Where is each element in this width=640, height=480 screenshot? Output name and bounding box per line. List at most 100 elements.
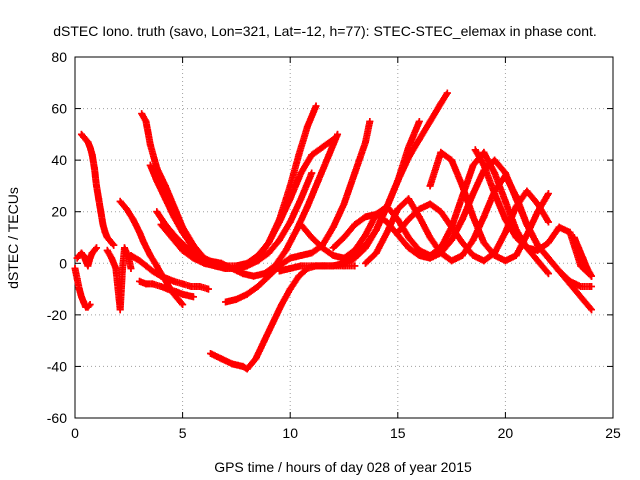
data-point bbox=[232, 264, 240, 272]
data-point bbox=[448, 236, 456, 244]
data-series-group bbox=[71, 89, 595, 373]
data-point bbox=[383, 228, 391, 236]
data-point bbox=[136, 257, 144, 265]
x-tick-label: 25 bbox=[605, 425, 621, 441]
data-point bbox=[405, 234, 413, 241]
data-point bbox=[314, 177, 322, 185]
data-point bbox=[570, 234, 578, 241]
data-point bbox=[415, 136, 423, 144]
data-point bbox=[437, 99, 445, 107]
data-point bbox=[86, 301, 94, 309]
data-point bbox=[318, 143, 326, 151]
data-point bbox=[179, 280, 187, 288]
data-point bbox=[179, 301, 187, 309]
data-point bbox=[579, 254, 587, 262]
data-point bbox=[217, 355, 225, 363]
data-point bbox=[189, 293, 197, 301]
data-point bbox=[116, 306, 124, 314]
data-point bbox=[97, 208, 105, 216]
data-point bbox=[583, 264, 591, 272]
data-point bbox=[415, 246, 423, 254]
data-point bbox=[471, 146, 479, 154]
data-point bbox=[136, 277, 144, 285]
data-point bbox=[269, 319, 277, 327]
data-point bbox=[362, 231, 370, 239]
data-point bbox=[426, 117, 434, 125]
y-tick-label: -60 bbox=[47, 410, 67, 426]
x-tick-label: 5 bbox=[179, 425, 187, 441]
data-point bbox=[127, 264, 135, 272]
data-point bbox=[148, 267, 156, 275]
data-point bbox=[239, 362, 247, 370]
data-point bbox=[512, 252, 520, 260]
data-point bbox=[303, 203, 311, 211]
data-point bbox=[480, 148, 488, 156]
data-point bbox=[308, 169, 316, 177]
data-point bbox=[512, 203, 520, 211]
data-point bbox=[534, 257, 542, 265]
data-point bbox=[286, 195, 294, 203]
data-point bbox=[501, 228, 509, 236]
data-point bbox=[458, 252, 466, 260]
data-point bbox=[577, 282, 585, 290]
data-point bbox=[161, 182, 169, 190]
data-series bbox=[103, 244, 135, 314]
data-point bbox=[340, 254, 348, 262]
data-point bbox=[153, 177, 161, 185]
data-point bbox=[587, 272, 595, 280]
data-point bbox=[86, 143, 94, 151]
data-point bbox=[265, 249, 273, 257]
data-point bbox=[437, 208, 445, 216]
data-point bbox=[469, 252, 477, 260]
data-point bbox=[448, 156, 456, 164]
data-point bbox=[275, 236, 283, 244]
data-point bbox=[512, 192, 520, 200]
data-point bbox=[297, 262, 305, 270]
data-series bbox=[570, 234, 595, 280]
x-tick-label: 20 bbox=[498, 425, 514, 441]
data-point bbox=[297, 252, 305, 260]
data-point bbox=[254, 282, 262, 290]
data-series bbox=[157, 169, 316, 272]
data-point bbox=[88, 151, 96, 159]
chart-title: dSTEC Iono. truth (savo, Lon=321, Lat=-1… bbox=[53, 23, 597, 39]
data-point bbox=[308, 249, 316, 257]
data-point bbox=[394, 228, 402, 236]
data-point bbox=[84, 138, 92, 146]
data-point bbox=[544, 190, 552, 198]
data-point bbox=[82, 257, 90, 265]
data-point bbox=[501, 257, 509, 265]
data-point bbox=[501, 197, 509, 205]
data-point bbox=[587, 306, 595, 314]
data-point bbox=[544, 239, 552, 247]
data-point bbox=[372, 226, 380, 234]
data-point bbox=[73, 275, 81, 283]
data-point bbox=[394, 177, 402, 185]
data-point bbox=[566, 228, 574, 236]
data-point bbox=[469, 190, 477, 198]
data-point bbox=[228, 360, 236, 368]
data-point bbox=[491, 190, 499, 198]
axis-ticks: 0 5 10 15 20 25 -60 -40 -20 0 20 40 60 80 bbox=[47, 49, 621, 441]
data-point bbox=[405, 154, 413, 162]
data-series bbox=[136, 277, 197, 301]
data-point bbox=[480, 239, 488, 247]
data-point bbox=[579, 295, 587, 303]
data-point bbox=[140, 239, 148, 247]
data-point bbox=[146, 252, 154, 260]
data-series bbox=[77, 130, 118, 249]
data-point bbox=[572, 288, 580, 296]
data-point bbox=[138, 110, 146, 118]
data-point bbox=[260, 337, 268, 345]
data-point bbox=[232, 295, 240, 303]
data-point bbox=[286, 285, 294, 293]
data-point bbox=[405, 143, 413, 151]
data-point bbox=[99, 221, 107, 229]
data-point bbox=[437, 148, 445, 156]
data-point bbox=[575, 244, 583, 252]
y-tick-label: 40 bbox=[51, 152, 67, 168]
data-point bbox=[458, 239, 466, 247]
series-markers bbox=[78, 130, 118, 249]
data-point bbox=[480, 213, 488, 221]
data-point bbox=[523, 231, 531, 239]
